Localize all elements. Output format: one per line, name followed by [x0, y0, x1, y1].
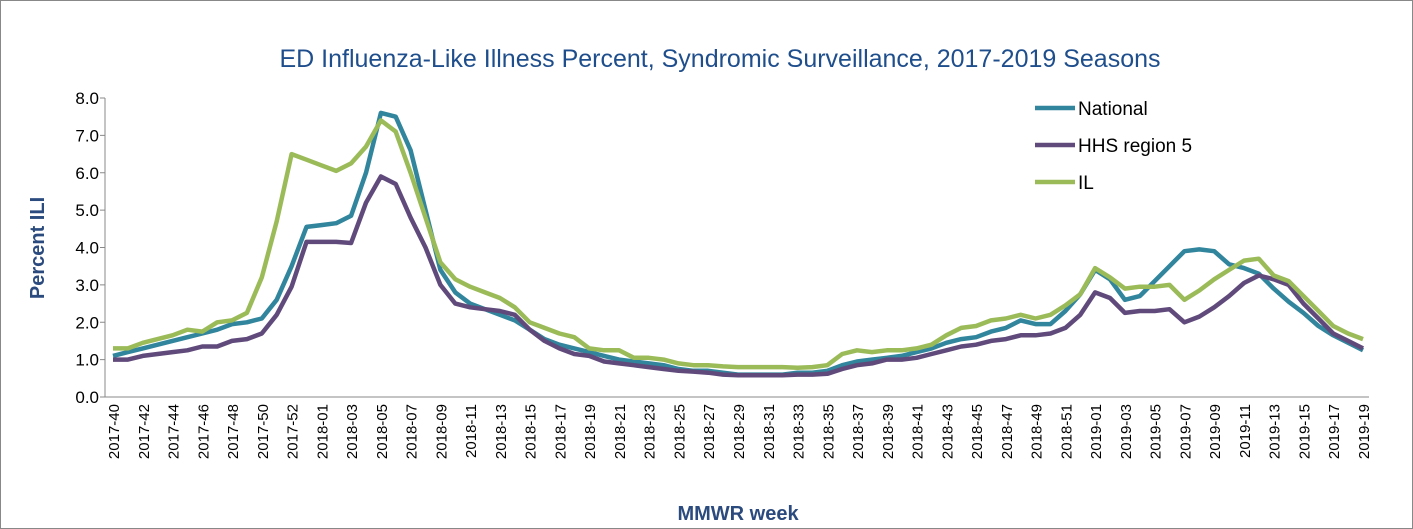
x-tick-label: 2018-11 — [463, 404, 480, 458]
y-tick-label: 2.0 — [75, 313, 99, 332]
x-tick-label: 2019-15 — [1296, 404, 1313, 459]
x-tick-label: 2019-05 — [1148, 404, 1165, 459]
x-tick-label: 2018-05 — [374, 404, 391, 459]
x-tick-label: 2018-29 — [731, 404, 748, 459]
y-tick-label: 4.0 — [75, 239, 99, 258]
x-tick-label: 2018-15 — [523, 404, 540, 459]
x-tick-label: 2017-42 — [136, 404, 153, 459]
x-tick-label: 2018-43 — [939, 404, 956, 459]
x-tick-label: 2018-37 — [850, 404, 867, 459]
x-tick-label: 2018-01 — [314, 404, 331, 459]
x-tick-label: 2018-27 — [701, 404, 718, 459]
x-axis-title: MMWR week — [677, 503, 799, 525]
x-tick-label: 2019-03 — [1118, 404, 1135, 459]
x-tick-label: 2018-09 — [433, 404, 450, 459]
x-tick-label: 2018-33 — [791, 404, 808, 459]
x-tick-label: 2019-13 — [1267, 404, 1284, 459]
x-tick-label: 2018-45 — [969, 404, 986, 459]
x-tick-label: 2019-19 — [1356, 404, 1373, 459]
x-tick-label: 2017-52 — [285, 404, 302, 459]
x-tick-label: 2019-11 — [1237, 404, 1254, 458]
x-tick-label: 2017-44 — [166, 404, 183, 459]
y-tick-label: 5.0 — [75, 201, 99, 220]
y-tick-label: 0.0 — [75, 388, 99, 407]
x-tick-label: 2019-17 — [1326, 404, 1343, 459]
x-tick-label: 2018-25 — [671, 404, 688, 459]
x-tick-label: 2018-17 — [552, 404, 569, 459]
x-tick-label: 2019-09 — [1207, 404, 1224, 459]
x-tick-label: 2018-07 — [404, 404, 421, 459]
series-line — [113, 174, 1365, 378]
x-tick-label: 2018-35 — [820, 404, 837, 459]
legend-label: National — [1078, 99, 1148, 120]
y-tick-label: 7.0 — [75, 126, 99, 145]
series-line — [113, 118, 1364, 371]
y-axis-title: Percent ILI — [27, 197, 49, 299]
y-tick-label: 3.0 — [75, 276, 99, 295]
x-tick-label: 2018-39 — [880, 404, 897, 459]
x-tick-label: 2019-07 — [1177, 404, 1194, 459]
x-tick-label: 2018-31 — [761, 404, 778, 459]
x-tick-label: 2017-40 — [106, 404, 123, 459]
x-tick-label: 2017-48 — [225, 404, 242, 459]
x-tick-label: 2017-50 — [255, 404, 272, 459]
y-tick-label: 6.0 — [75, 164, 99, 183]
x-tick-label: 2018-03 — [344, 404, 361, 459]
x-tick-label: 2018-21 — [612, 404, 629, 459]
x-tick-label: 2018-51 — [1058, 404, 1075, 459]
chart-title: ED Influenza-Like Illness Percent, Syndr… — [279, 45, 1160, 73]
x-tick-label: 2018-13 — [493, 404, 510, 459]
legend-label: HHS region 5 — [1078, 136, 1192, 157]
legend-label: IL — [1078, 173, 1094, 194]
x-tick-label: 2018-41 — [910, 404, 927, 459]
x-tick-label: 2019-01 — [1088, 404, 1105, 459]
x-tick-label: 2018-23 — [642, 404, 659, 459]
x-tick-label: 2018-49 — [1029, 404, 1046, 459]
x-tick-label: 2018-19 — [582, 404, 599, 459]
y-tick-label: 1.0 — [75, 351, 99, 370]
x-tick-label: 2017-46 — [195, 404, 212, 459]
x-tick-label: 2018-47 — [999, 404, 1016, 459]
y-tick-label: 8.0 — [75, 89, 99, 108]
